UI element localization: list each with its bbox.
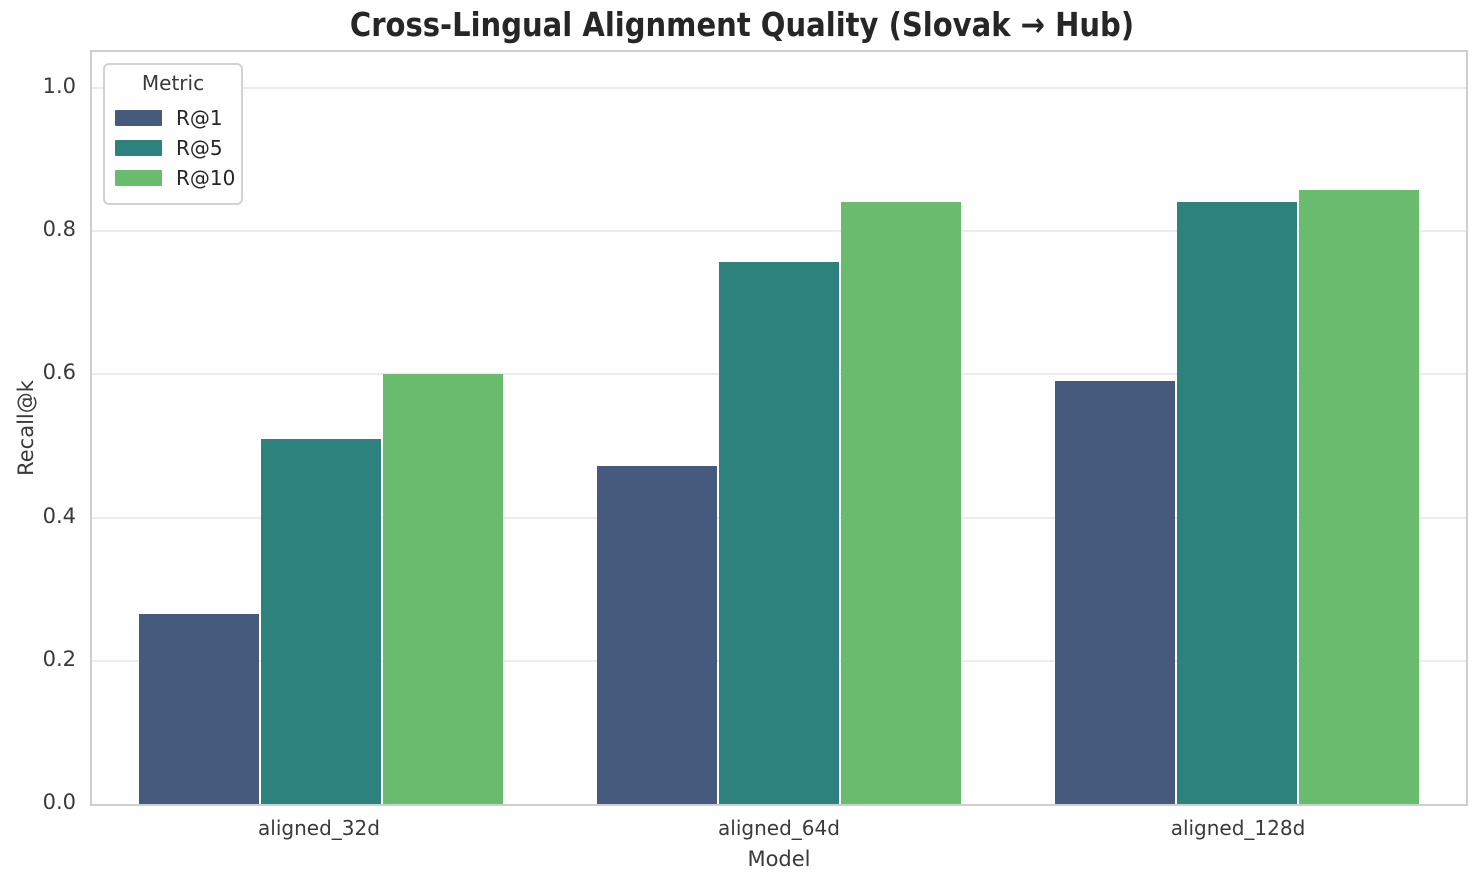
y-tick-label-1.0: 1.0 <box>42 73 76 98</box>
gridline-1.0 <box>92 86 1466 89</box>
gridline-0.8 <box>92 230 1466 233</box>
y-tick-label-0.2: 0.2 <box>42 646 76 671</box>
x-tick-label-aligned_32d: aligned_32d <box>258 816 380 840</box>
bar-aligned_32d-R@5 <box>260 438 382 804</box>
legend-swatch-r5-icon <box>115 140 162 156</box>
bar-aligned_128d-R@5 <box>1176 202 1298 804</box>
legend-swatch-r1-icon <box>115 110 162 126</box>
bar-aligned_64d-R@5 <box>718 261 840 804</box>
legend-item-r10: R@10 <box>105 163 241 193</box>
bar-aligned_32d-R@1 <box>138 614 259 804</box>
chart-title: Cross-Lingual Alignment Quality (Slovak … <box>349 5 1135 44</box>
legend-label-r1: R@1 <box>176 106 223 130</box>
bar-aligned_64d-R@1 <box>596 465 717 804</box>
legend-swatch-r10-icon <box>115 170 162 186</box>
y-tick-label-0.0: 0.0 <box>42 790 76 814</box>
bar-aligned_32d-R@10 <box>383 373 504 804</box>
legend-label-r10: R@10 <box>176 166 236 190</box>
y-axis-label: Recall@k <box>14 380 38 476</box>
y-tick-label-0.4: 0.4 <box>42 503 76 528</box>
bar-aligned_128d-R@10 <box>1299 189 1420 804</box>
legend-item-r5: R@5 <box>105 133 241 163</box>
x-tick-label-aligned_128d: aligned_128d <box>1170 816 1306 840</box>
y-tick-label-0.8: 0.8 <box>42 217 76 242</box>
plot-area <box>90 50 1468 806</box>
y-tick-label-0.6: 0.6 <box>42 360 76 385</box>
legend: Metric R@1 R@5 R@10 <box>103 63 243 205</box>
legend-label-r5: R@5 <box>176 136 223 160</box>
legend-title: Metric <box>141 71 205 95</box>
x-axis-label: Model <box>747 847 811 871</box>
bar-aligned_128d-R@1 <box>1054 381 1175 804</box>
bar-aligned_64d-R@10 <box>841 202 962 804</box>
legend-item-r1: R@1 <box>105 103 241 133</box>
x-tick-label-aligned_64d: aligned_64d <box>718 816 840 840</box>
